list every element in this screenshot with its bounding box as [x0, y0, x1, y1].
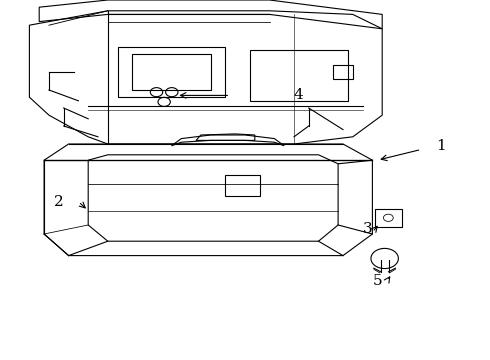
Text: 3: 3 [363, 222, 372, 235]
Text: 5: 5 [372, 274, 382, 288]
Text: 4: 4 [294, 89, 304, 102]
Text: 2: 2 [54, 195, 64, 208]
Text: 1: 1 [436, 139, 446, 153]
